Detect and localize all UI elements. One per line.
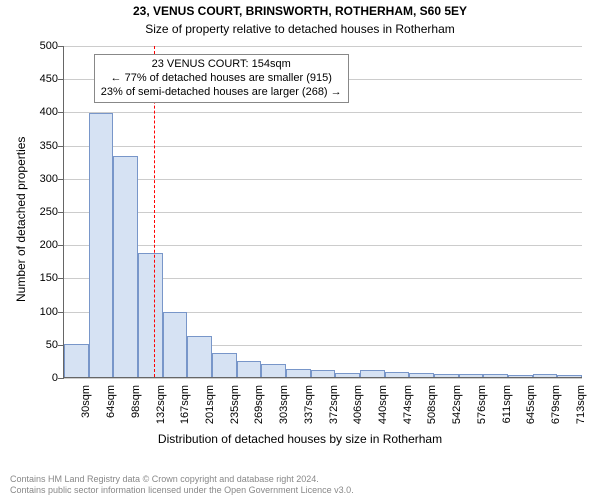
x-tick-label: 576sqm	[476, 385, 488, 424]
x-tick-label: 406sqm	[352, 385, 364, 424]
bar	[237, 361, 262, 377]
bar	[212, 353, 237, 377]
x-tick-label: 679sqm	[550, 385, 562, 424]
x-tick-label: 167sqm	[179, 385, 191, 424]
y-tick-label: 350	[40, 140, 64, 152]
x-tick-label: 235sqm	[229, 385, 241, 424]
bar	[385, 372, 410, 377]
bar	[434, 374, 459, 377]
x-tick-label: 474sqm	[402, 385, 414, 424]
y-tick-label: 0	[52, 372, 64, 384]
bar	[311, 370, 336, 377]
gridline	[64, 378, 582, 379]
annotation-line2: ← 77% of detached houses are smaller (91…	[101, 72, 342, 86]
bar	[508, 375, 533, 377]
x-tick-label: 372sqm	[328, 385, 340, 424]
bar	[335, 373, 360, 377]
annotation-box: 23 VENUS COURT: 154sqm ← 77% of detached…	[94, 54, 349, 103]
x-tick-label: 611sqm	[501, 385, 513, 423]
y-tick-label: 50	[46, 339, 64, 351]
y-tick-label: 100	[40, 306, 64, 318]
y-tick-label: 400	[40, 106, 64, 118]
y-tick-label: 200	[40, 239, 64, 251]
annotation-line3: 23% of semi-detached houses are larger (…	[101, 86, 342, 100]
y-tick-label: 450	[40, 73, 64, 85]
x-tick-label: 508sqm	[426, 385, 438, 424]
annotation-line1: 23 VENUS COURT: 154sqm	[101, 58, 342, 72]
bar	[187, 336, 212, 377]
x-tick-label: 440sqm	[377, 385, 389, 424]
copyright-line1: Contains HM Land Registry data © Crown c…	[10, 474, 354, 485]
bar	[138, 253, 163, 377]
x-tick-label: 337sqm	[303, 385, 315, 424]
x-tick-label: 713sqm	[575, 385, 587, 424]
y-axis-label: Number of detached properties	[14, 137, 28, 302]
x-tick-label: 542sqm	[451, 385, 463, 424]
y-tick-label: 300	[40, 173, 64, 185]
x-tick-label: 645sqm	[525, 385, 537, 424]
bar	[459, 374, 484, 377]
bar	[483, 374, 508, 377]
chart-container: 23, VENUS COURT, BRINSWORTH, ROTHERHAM, …	[0, 0, 600, 500]
x-tick-label: 132sqm	[155, 385, 167, 424]
x-axis-label: Distribution of detached houses by size …	[0, 432, 600, 446]
x-tick-label: 98sqm	[130, 385, 142, 418]
bar	[360, 370, 385, 377]
x-tick-label: 64sqm	[105, 385, 117, 418]
y-tick-label: 150	[40, 272, 64, 284]
x-tick-label: 201sqm	[204, 385, 216, 424]
x-tick-label: 303sqm	[278, 385, 290, 424]
bar	[113, 156, 138, 377]
plot-area: 050100150200250300350400450500 23 VENUS …	[63, 46, 582, 378]
y-tick-label: 500	[40, 40, 64, 52]
chart-title: 23, VENUS COURT, BRINSWORTH, ROTHERHAM, …	[0, 4, 600, 18]
copyright-block: Contains HM Land Registry data © Crown c…	[10, 474, 354, 496]
y-tick-label: 250	[40, 206, 64, 218]
chart-subtitle: Size of property relative to detached ho…	[0, 22, 600, 36]
bar	[286, 369, 311, 377]
bar	[409, 373, 434, 377]
bar	[163, 312, 188, 377]
copyright-line2: Contains public sector information licen…	[10, 485, 354, 496]
bar	[64, 344, 89, 377]
bar	[557, 375, 582, 377]
bar	[89, 113, 114, 377]
bar	[261, 364, 286, 377]
x-tick-label: 30sqm	[80, 385, 92, 418]
x-tick-label: 269sqm	[253, 385, 265, 424]
bar	[533, 374, 558, 377]
